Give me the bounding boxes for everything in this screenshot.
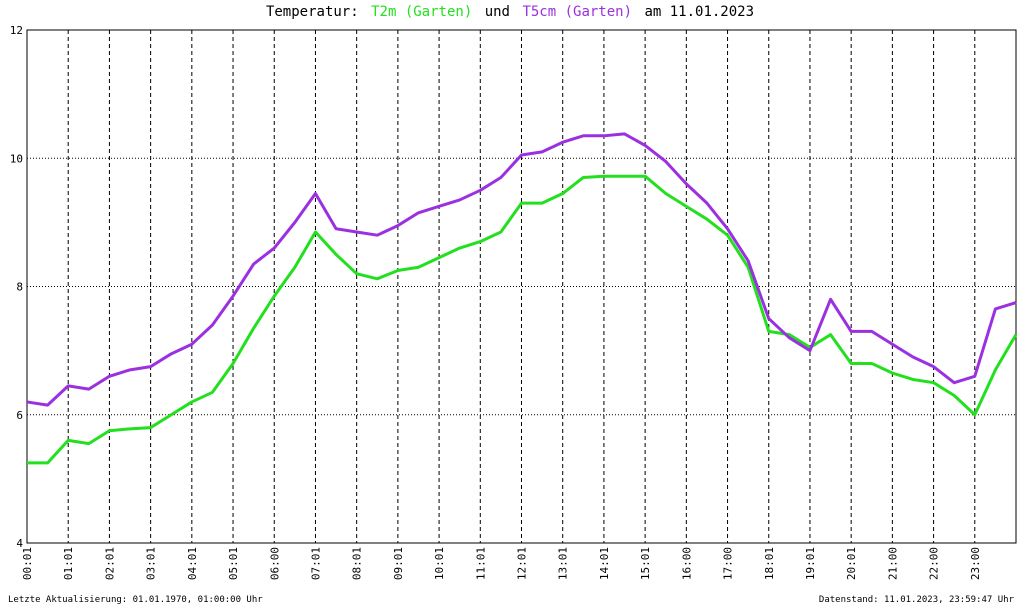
x-tick-label: 11:01 bbox=[474, 547, 487, 580]
x-tick-label: 12:01 bbox=[516, 547, 529, 580]
x-tick-label: 01:01 bbox=[62, 547, 75, 580]
x-tick-label: 02:01 bbox=[103, 547, 116, 580]
y-tick-label: 4 bbox=[16, 537, 23, 550]
title-text: Temperatur: bbox=[265, 4, 359, 20]
series-line bbox=[26, 132, 1017, 407]
x-tick-label: 21:00 bbox=[886, 547, 899, 580]
x-tick-label: 22:00 bbox=[928, 547, 941, 580]
chart-title: Temperatur: T2m (Garten) und T5cm (Garte… bbox=[0, 4, 1020, 20]
x-tick-label: 09:01 bbox=[392, 547, 405, 580]
x-tick-label: 00:01 bbox=[21, 547, 34, 580]
title-series: T2m (Garten) bbox=[371, 4, 473, 20]
x-tick-label: 03:01 bbox=[145, 547, 158, 580]
title-series: T5cm (Garten) bbox=[522, 4, 633, 20]
footer-right: Datenstand: 11.01.2023, 23:59:47 Uhr bbox=[819, 595, 1015, 605]
x-tick-label: 13:01 bbox=[557, 547, 570, 580]
x-tick-label: 08:01 bbox=[351, 547, 364, 580]
x-tick-label: 04:01 bbox=[186, 547, 199, 580]
x-tick-label: 06:00 bbox=[268, 547, 281, 580]
x-tick-label: 07:01 bbox=[309, 547, 322, 580]
y-tick-label: 8 bbox=[16, 281, 23, 294]
y-tick-label: 6 bbox=[16, 409, 23, 422]
x-tick-label: 10:01 bbox=[433, 547, 446, 580]
x-tick-label: 05:01 bbox=[227, 547, 240, 580]
series-line bbox=[27, 174, 1018, 465]
x-tick-label: 18:01 bbox=[763, 547, 776, 580]
footer-left: Letzte Aktualisierung: 01.01.1970, 01:00… bbox=[8, 595, 263, 605]
x-tick-label: 16:00 bbox=[680, 547, 693, 580]
x-tick-label: 17:00 bbox=[722, 547, 735, 580]
title-text: und bbox=[484, 4, 510, 20]
x-tick-label: 20:01 bbox=[845, 547, 858, 580]
x-tick-label: 23:00 bbox=[969, 547, 982, 580]
x-tick-label: 15:01 bbox=[639, 547, 652, 580]
y-tick-label: 10 bbox=[10, 152, 23, 165]
title-text: am 11.01.2023 bbox=[644, 4, 755, 20]
x-tick-label: 19:01 bbox=[804, 547, 817, 580]
y-tick-label: 12 bbox=[10, 24, 23, 37]
x-tick-label: 14:01 bbox=[598, 547, 611, 580]
